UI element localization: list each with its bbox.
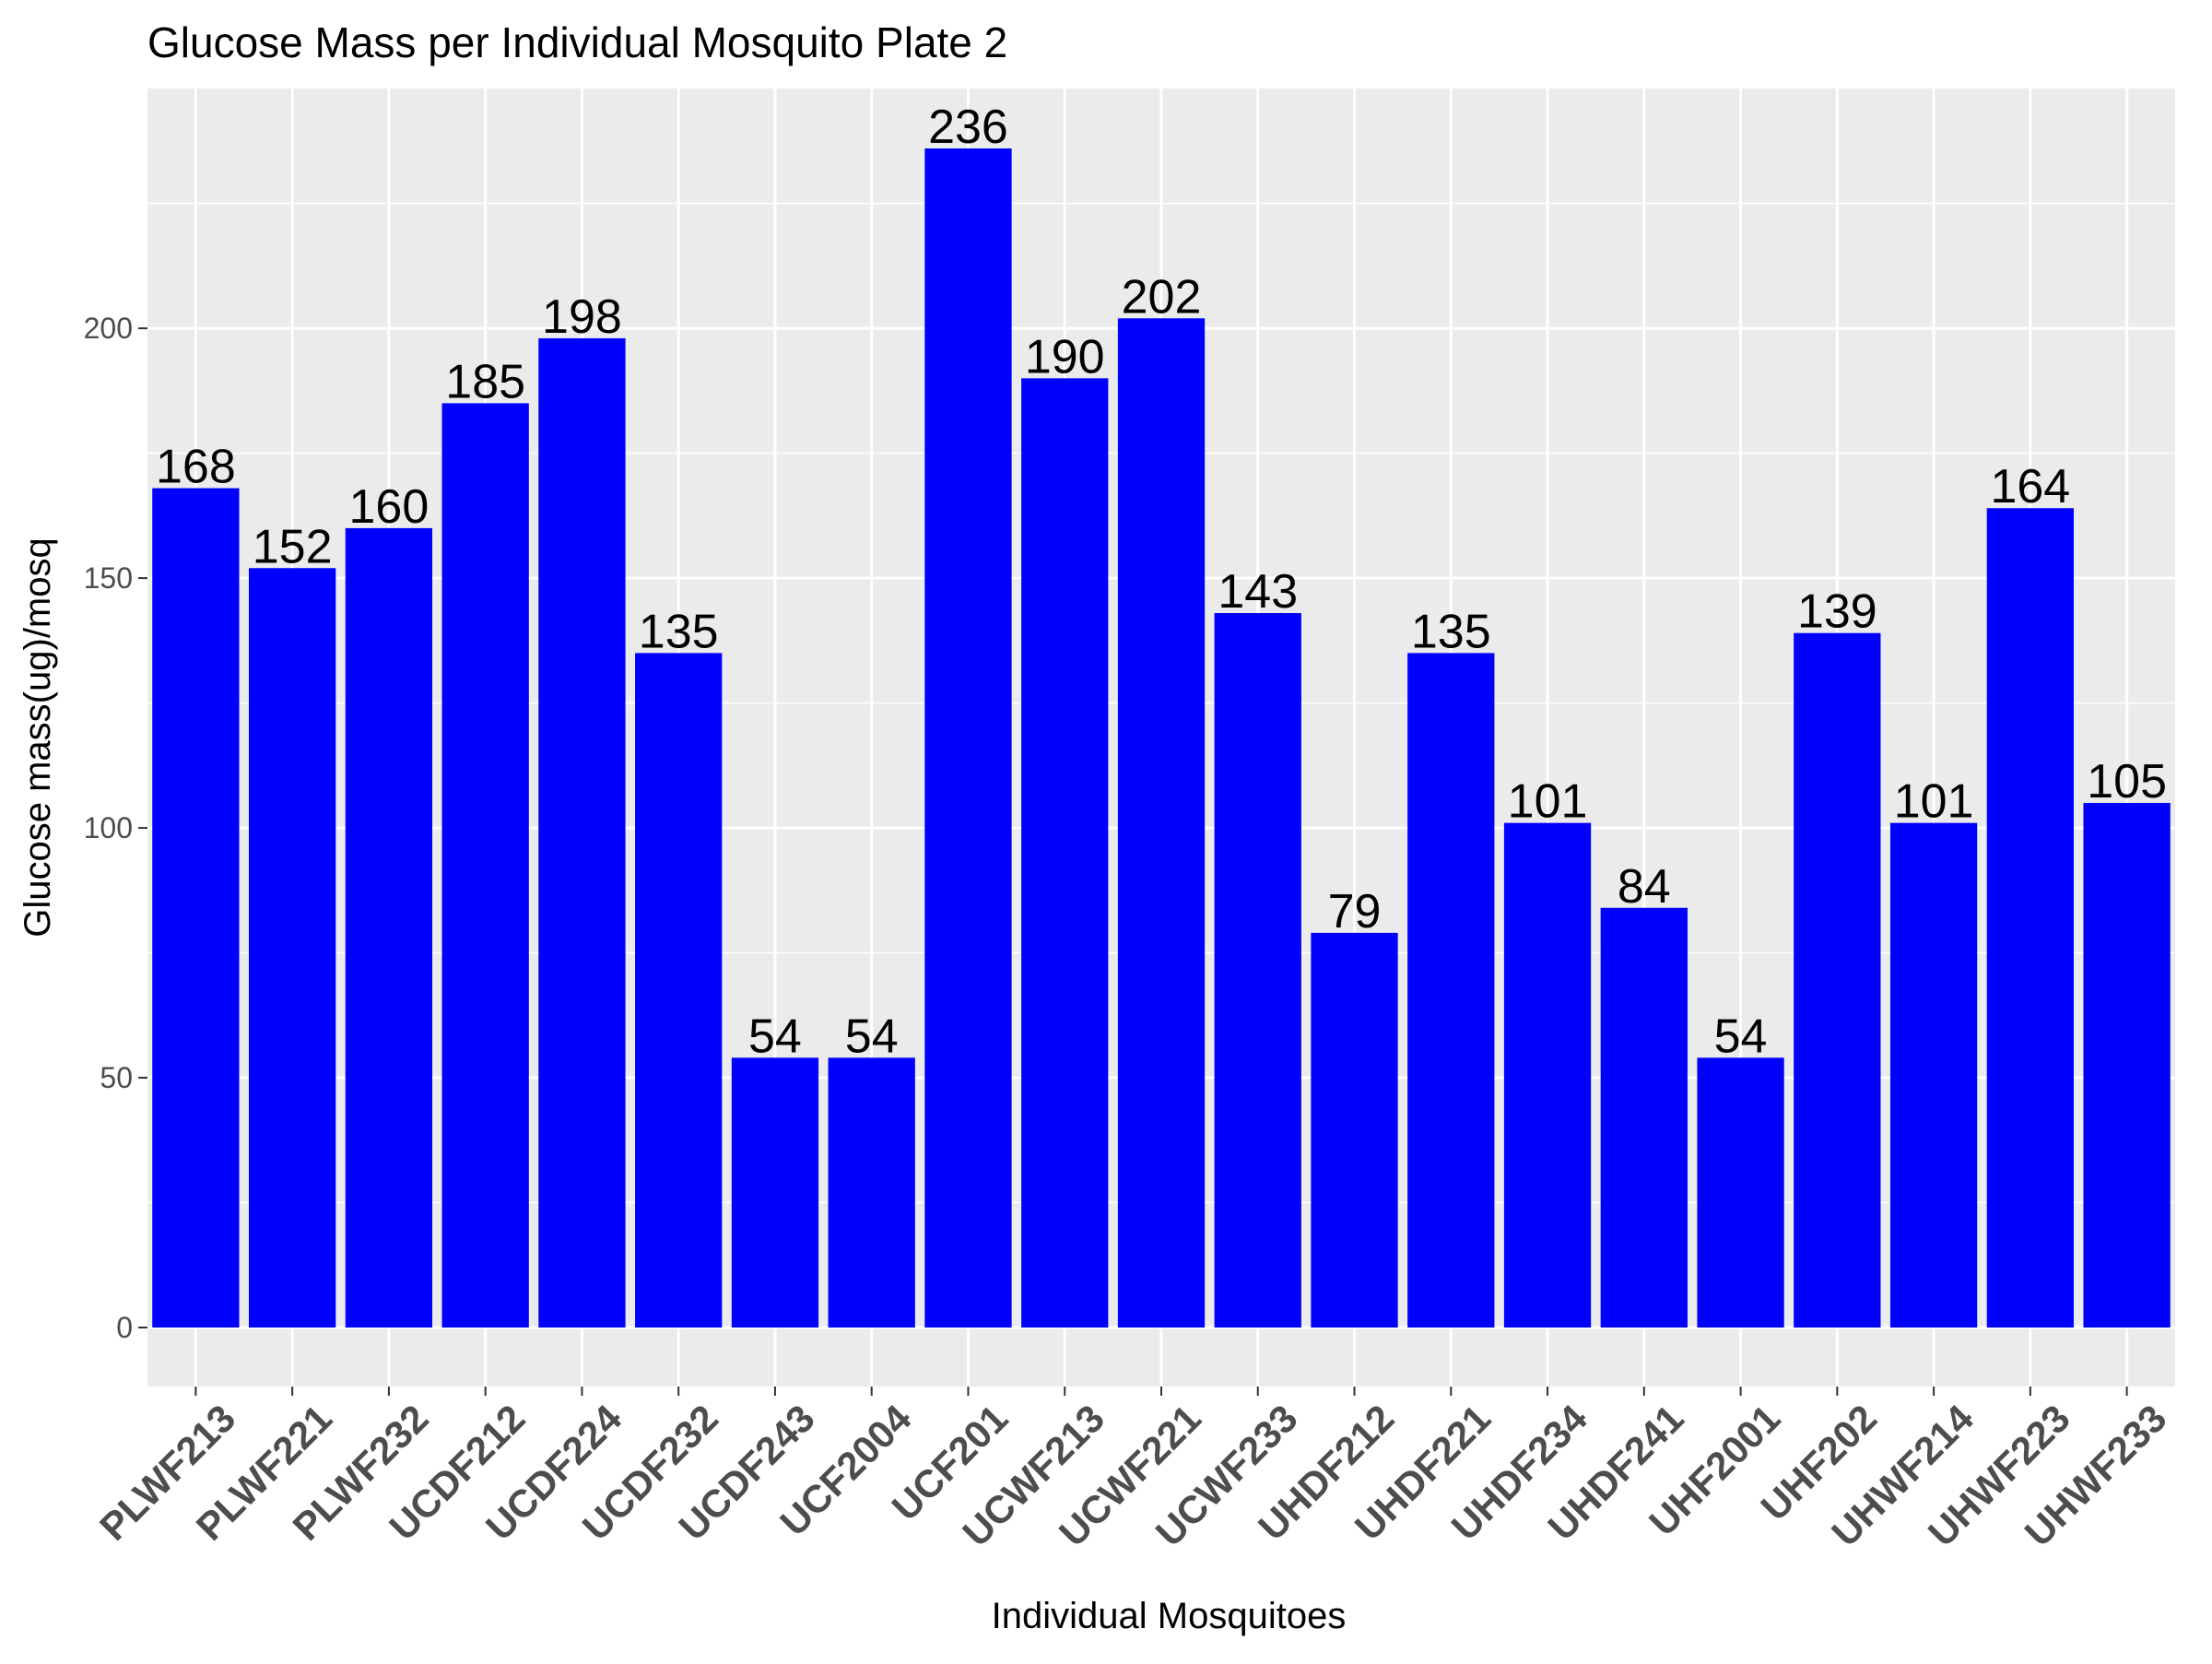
data-label: 168 bbox=[156, 441, 236, 494]
y-tick-label: 150 bbox=[84, 561, 133, 595]
bar-ucdf212 bbox=[441, 403, 529, 1328]
bar-ucwf213 bbox=[1021, 378, 1109, 1328]
bar-uhf202 bbox=[1794, 632, 1881, 1328]
data-label: 101 bbox=[1508, 775, 1588, 829]
x-axis: PLWF213PLWF221PLWF232UCDF212UCDF224UCDF2… bbox=[91, 1387, 2174, 1554]
bars bbox=[152, 148, 2171, 1328]
data-label: 54 bbox=[1714, 1009, 1768, 1063]
data-label: 202 bbox=[1122, 270, 1202, 324]
y-tick-label: 0 bbox=[116, 1311, 133, 1344]
y-tick-label: 200 bbox=[84, 312, 133, 345]
y-tick-label: 100 bbox=[84, 811, 133, 844]
bar-ucdf243 bbox=[731, 1057, 819, 1328]
bar-uhwf223 bbox=[1986, 508, 2074, 1328]
bar-uhwf233 bbox=[2083, 802, 2171, 1328]
y-tick-label: 50 bbox=[100, 1061, 133, 1094]
bar-uhdf241 bbox=[1600, 907, 1688, 1328]
x-axis-title: Individual Mosquitoes bbox=[992, 1596, 1347, 1636]
bar-ucwf233 bbox=[1214, 613, 1301, 1328]
data-label: 139 bbox=[1797, 585, 1877, 639]
bar-plwf213 bbox=[152, 488, 240, 1328]
data-label: 101 bbox=[1894, 775, 1974, 829]
data-label: 164 bbox=[1990, 460, 2070, 513]
bar-ucdf232 bbox=[635, 653, 723, 1328]
data-label: 160 bbox=[349, 480, 429, 534]
data-label: 54 bbox=[845, 1009, 899, 1063]
data-label: 198 bbox=[542, 290, 622, 344]
data-label: 135 bbox=[639, 605, 719, 658]
bar-uhdf212 bbox=[1311, 932, 1398, 1328]
data-label: 185 bbox=[445, 355, 525, 408]
bar-ucwf221 bbox=[1117, 318, 1206, 1328]
bar-ucf201 bbox=[924, 148, 1012, 1328]
bar-ucdf224 bbox=[538, 337, 626, 1328]
bar-uhdf221 bbox=[1407, 653, 1495, 1328]
chart-title: Glucose Mass per Individual Mosquito Pla… bbox=[147, 18, 1007, 66]
data-label: 54 bbox=[748, 1009, 802, 1063]
bar-uhf2001 bbox=[1697, 1057, 1784, 1328]
data-label: 79 bbox=[1328, 885, 1382, 938]
y-axis: 0 50 100 150 200 bbox=[84, 312, 147, 1344]
bar-uhdf234 bbox=[1503, 822, 1592, 1328]
data-label: 135 bbox=[1411, 605, 1491, 658]
data-label: 152 bbox=[253, 520, 333, 573]
bar-ucf2004 bbox=[828, 1057, 915, 1328]
data-label: 143 bbox=[1218, 565, 1298, 619]
data-label: 190 bbox=[1025, 330, 1105, 384]
data-label: 84 bbox=[1618, 860, 1671, 914]
data-label: 236 bbox=[928, 100, 1008, 154]
bar-uhwf214 bbox=[1889, 822, 1978, 1328]
bar-plwf221 bbox=[249, 568, 336, 1328]
bar-plwf232 bbox=[345, 527, 433, 1328]
data-label: 105 bbox=[2087, 755, 2167, 808]
y-axis-title: Glucose mass(ug)/mosq bbox=[18, 537, 58, 937]
data-labels: 168 152 160 185 198 135 54 54 236 190 202 143 79 135 1… bbox=[156, 100, 2167, 1063]
